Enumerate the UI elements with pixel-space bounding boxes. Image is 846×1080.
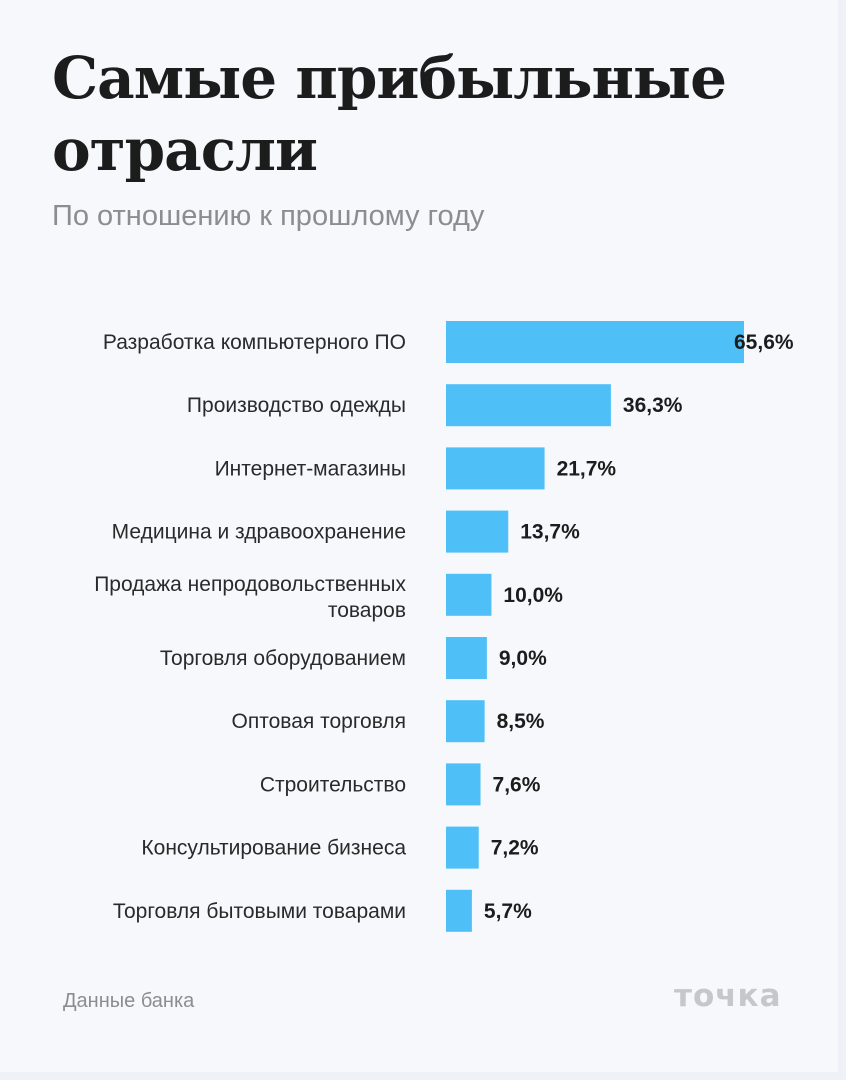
- source-note: Данные банка: [63, 990, 195, 1012]
- category-label: Разработка компьютерного ПО: [103, 331, 406, 354]
- chart-subtitle: По отношению к прошлому году: [52, 200, 485, 232]
- category-label: Производство одежды: [187, 394, 406, 417]
- category-label: Консультирование бизнеса: [141, 837, 406, 860]
- chart-title: Самые прибыльные отрасли: [52, 44, 727, 184]
- value-label: 7,2%: [491, 837, 539, 860]
- bar: [446, 384, 611, 427]
- value-label: 13,7%: [520, 521, 580, 544]
- bar: [446, 573, 492, 616]
- category-label: Строительство: [260, 773, 406, 796]
- value-label: 5,7%: [484, 900, 532, 923]
- category-label: Медицина и здравоохранение: [112, 521, 406, 544]
- value-label: 36,3%: [623, 394, 683, 417]
- category-label: Оптовая торговля: [232, 710, 407, 733]
- bar: [446, 826, 479, 869]
- bar: [446, 763, 481, 806]
- value-label: 7,6%: [493, 773, 541, 796]
- bar: [446, 321, 744, 363]
- value-label: 8,5%: [497, 710, 545, 733]
- category-label: Торговля бытовыми товарами: [113, 900, 406, 923]
- value-label: 21,7%: [557, 457, 617, 480]
- brand-logo: точка: [674, 978, 782, 1014]
- value-label: 10,0%: [503, 584, 563, 607]
- value-label: 9,0%: [499, 647, 547, 670]
- category-label: Интернет-магазины: [215, 457, 406, 480]
- bar: [446, 889, 472, 932]
- bar: [446, 510, 509, 553]
- bar: [446, 700, 485, 743]
- bar: [446, 447, 545, 490]
- bar-chart: Разработка компьютерного ПО 65,6% Производ…: [94, 321, 794, 932]
- bar: [446, 637, 487, 679]
- category-label: Продажа непродовольственных товаров: [94, 573, 406, 622]
- category-label: Торговля оборудованием: [160, 647, 406, 670]
- value-label: 65,6%: [734, 331, 794, 354]
